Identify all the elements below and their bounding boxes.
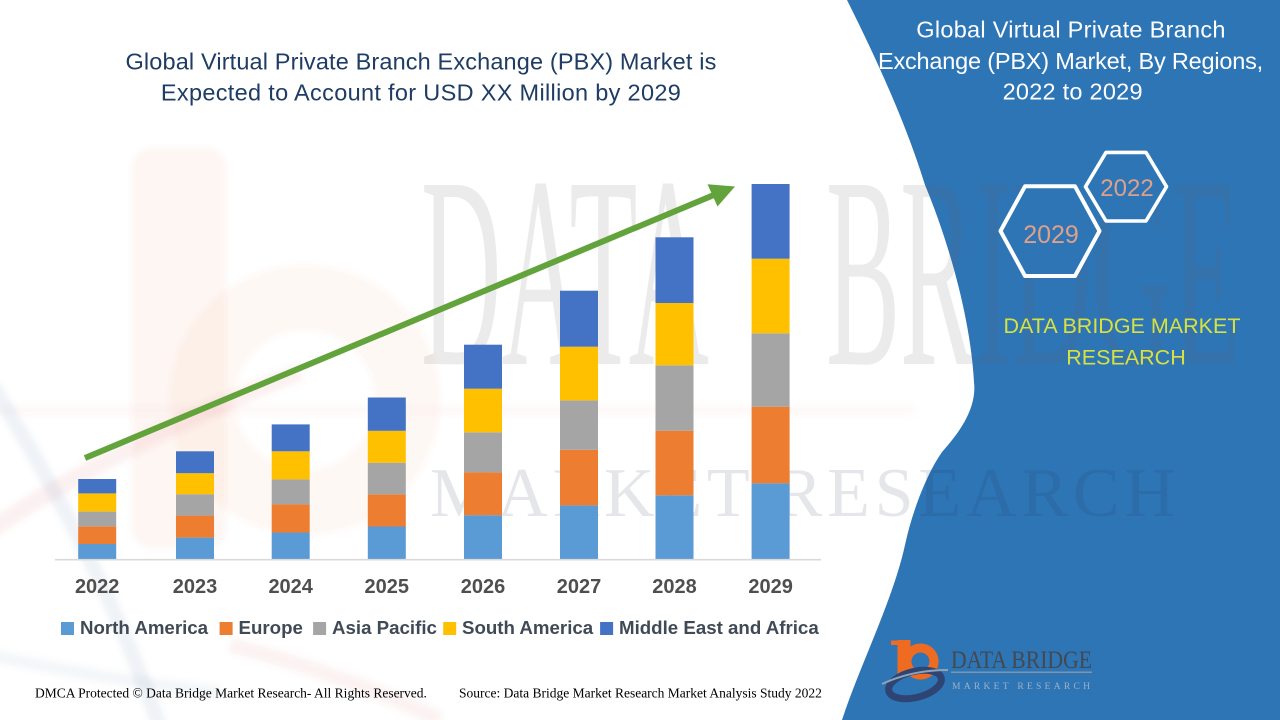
svg-text:2029: 2029 bbox=[1023, 221, 1079, 249]
svg-text:2022: 2022 bbox=[1100, 175, 1153, 202]
svg-text:2028: 2028 bbox=[652, 576, 697, 598]
svg-text:Global Virtual Private Branch: Global Virtual Private Branch Exchange (… bbox=[126, 49, 717, 75]
svg-text:MARKET RESEARCH: MARKET RESEARCH bbox=[430, 455, 1175, 532]
svg-text:Middle East and Africa: Middle East and Africa bbox=[619, 617, 819, 638]
svg-text:Global Virtual Private Branch: Global Virtual Private Branch bbox=[916, 17, 1225, 43]
svg-text:MARKET RESEARCH: MARKET RESEARCH bbox=[952, 682, 1090, 692]
svg-text:2029: 2029 bbox=[748, 576, 793, 598]
svg-text:2025: 2025 bbox=[365, 576, 410, 598]
svg-text:2024: 2024 bbox=[268, 576, 313, 598]
svg-text:South America: South America bbox=[462, 617, 594, 638]
svg-text:2027: 2027 bbox=[557, 576, 602, 598]
svg-text:DATA BRIDGE: DATA BRIDGE bbox=[951, 647, 1092, 674]
svg-text:2023: 2023 bbox=[173, 576, 218, 598]
svg-text:Asia Pacific: Asia Pacific bbox=[332, 617, 437, 638]
svg-text:DATA BRIDGE MARKET: DATA BRIDGE MARKET bbox=[1004, 314, 1241, 338]
svg-text:2022 to 2029: 2022 to 2029 bbox=[1003, 79, 1143, 105]
svg-text:Source: Data Bridge Market Res: Source: Data Bridge Market Research Mark… bbox=[459, 686, 822, 701]
svg-text:Europe: Europe bbox=[239, 617, 303, 638]
svg-text:DMCA Protected © Data Bridge M: DMCA Protected © Data Bridge Market Rese… bbox=[35, 686, 427, 701]
svg-text:2026: 2026 bbox=[461, 576, 506, 598]
svg-text:North America: North America bbox=[80, 617, 209, 638]
svg-text:RESEARCH: RESEARCH bbox=[1066, 346, 1185, 370]
svg-text:2022: 2022 bbox=[75, 576, 120, 598]
svg-text:Expected to Account for USD XX: Expected to Account for USD XX Million b… bbox=[161, 80, 681, 106]
svg-text:Exchange (PBX) Market, By Regi: Exchange (PBX) Market, By Regions, bbox=[878, 48, 1263, 74]
